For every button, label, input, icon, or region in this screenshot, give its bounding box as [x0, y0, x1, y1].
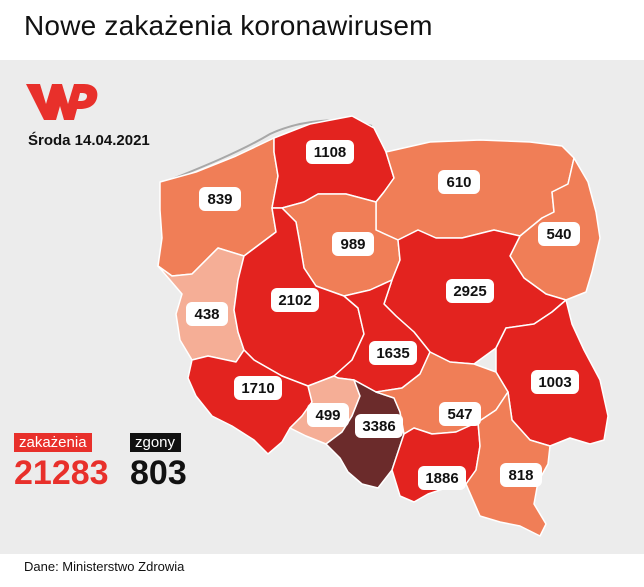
- deaths-value: 803: [130, 454, 187, 492]
- label-box: [186, 302, 228, 326]
- label-kujawsko-pomorskie: 989: [332, 232, 374, 256]
- label-warminsko-mazurskie: 610: [438, 170, 480, 194]
- page-title: Nowe zakażenia koronawirusem: [24, 10, 433, 41]
- label-box: [418, 466, 466, 490]
- value-podlaskie: 540: [546, 226, 571, 243]
- label-lubelskie: 1003: [531, 370, 579, 394]
- label-dolnoslaskie: 1710: [234, 376, 282, 400]
- label-box: [538, 222, 580, 246]
- value-opolskie: 499: [315, 407, 340, 424]
- wp-logo-icon: [26, 84, 98, 120]
- value-pomorskie: 1108: [314, 144, 347, 161]
- value-wielkopolskie: 2102: [278, 292, 311, 309]
- label-box: [355, 414, 403, 438]
- label-box: [446, 279, 494, 303]
- poland-map: 839 1108 610 540 989 438: [157, 115, 609, 537]
- label-box: [306, 140, 354, 164]
- label-box: [500, 463, 542, 487]
- value-lubuskie: 438: [194, 306, 219, 323]
- value-swietokrzyskie: 547: [447, 406, 472, 423]
- label-lodzkie: 1635: [369, 341, 417, 365]
- label-podlaskie: 540: [538, 222, 580, 246]
- map-panel: 839 1108 610 540 989 438: [0, 60, 644, 554]
- value-lubelskie: 1003: [538, 374, 571, 391]
- value-zachodniopomorskie: 839: [207, 191, 232, 208]
- infections-stat: zakażenia 21283: [14, 433, 109, 493]
- infections-value: 21283: [14, 454, 109, 492]
- label-wielkopolskie: 2102: [271, 288, 319, 312]
- region-labels: 839 1108 610 540 989 438: [186, 140, 580, 490]
- label-box: [439, 402, 481, 426]
- value-dolnoslaskie: 1710: [241, 380, 274, 397]
- value-lodzkie: 1635: [376, 345, 409, 362]
- value-podkarpackie: 818: [508, 467, 533, 484]
- label-slaskie: 3386: [355, 414, 403, 438]
- infections-label: zakażenia: [14, 433, 92, 452]
- value-kujawsko-pomorskie: 989: [340, 236, 365, 253]
- label-zachodniopomorskie: 839: [199, 187, 241, 211]
- label-swietokrzyskie: 547: [439, 402, 481, 426]
- label-box: [234, 376, 282, 400]
- label-lubuskie: 438: [186, 302, 228, 326]
- label-box: [307, 403, 349, 427]
- source-note: Dane: Ministerstwo Zdrowia: [24, 559, 185, 574]
- label-pomorskie: 1108: [306, 140, 354, 164]
- label-box: [271, 288, 319, 312]
- label-box: [369, 341, 417, 365]
- label-mazowieckie: 2925: [446, 279, 494, 303]
- label-box: [332, 232, 374, 256]
- label-opolskie: 499: [307, 403, 349, 427]
- deaths-label: zgony: [130, 433, 182, 452]
- value-slaskie: 3386: [362, 418, 395, 435]
- value-warminsko-mazurskie: 610: [446, 174, 471, 191]
- label-box: [199, 187, 241, 211]
- deaths-stat: zgony 803: [130, 433, 187, 493]
- label-box: [438, 170, 480, 194]
- date-label: Środa 14.04.2021: [28, 132, 150, 149]
- wp-logo-shape: [26, 84, 98, 120]
- label-malopolskie: 1886: [418, 466, 466, 490]
- value-mazowieckie: 2925: [453, 283, 486, 300]
- label-podkarpackie: 818: [500, 463, 542, 487]
- value-malopolskie: 1886: [425, 470, 458, 487]
- label-box: [531, 370, 579, 394]
